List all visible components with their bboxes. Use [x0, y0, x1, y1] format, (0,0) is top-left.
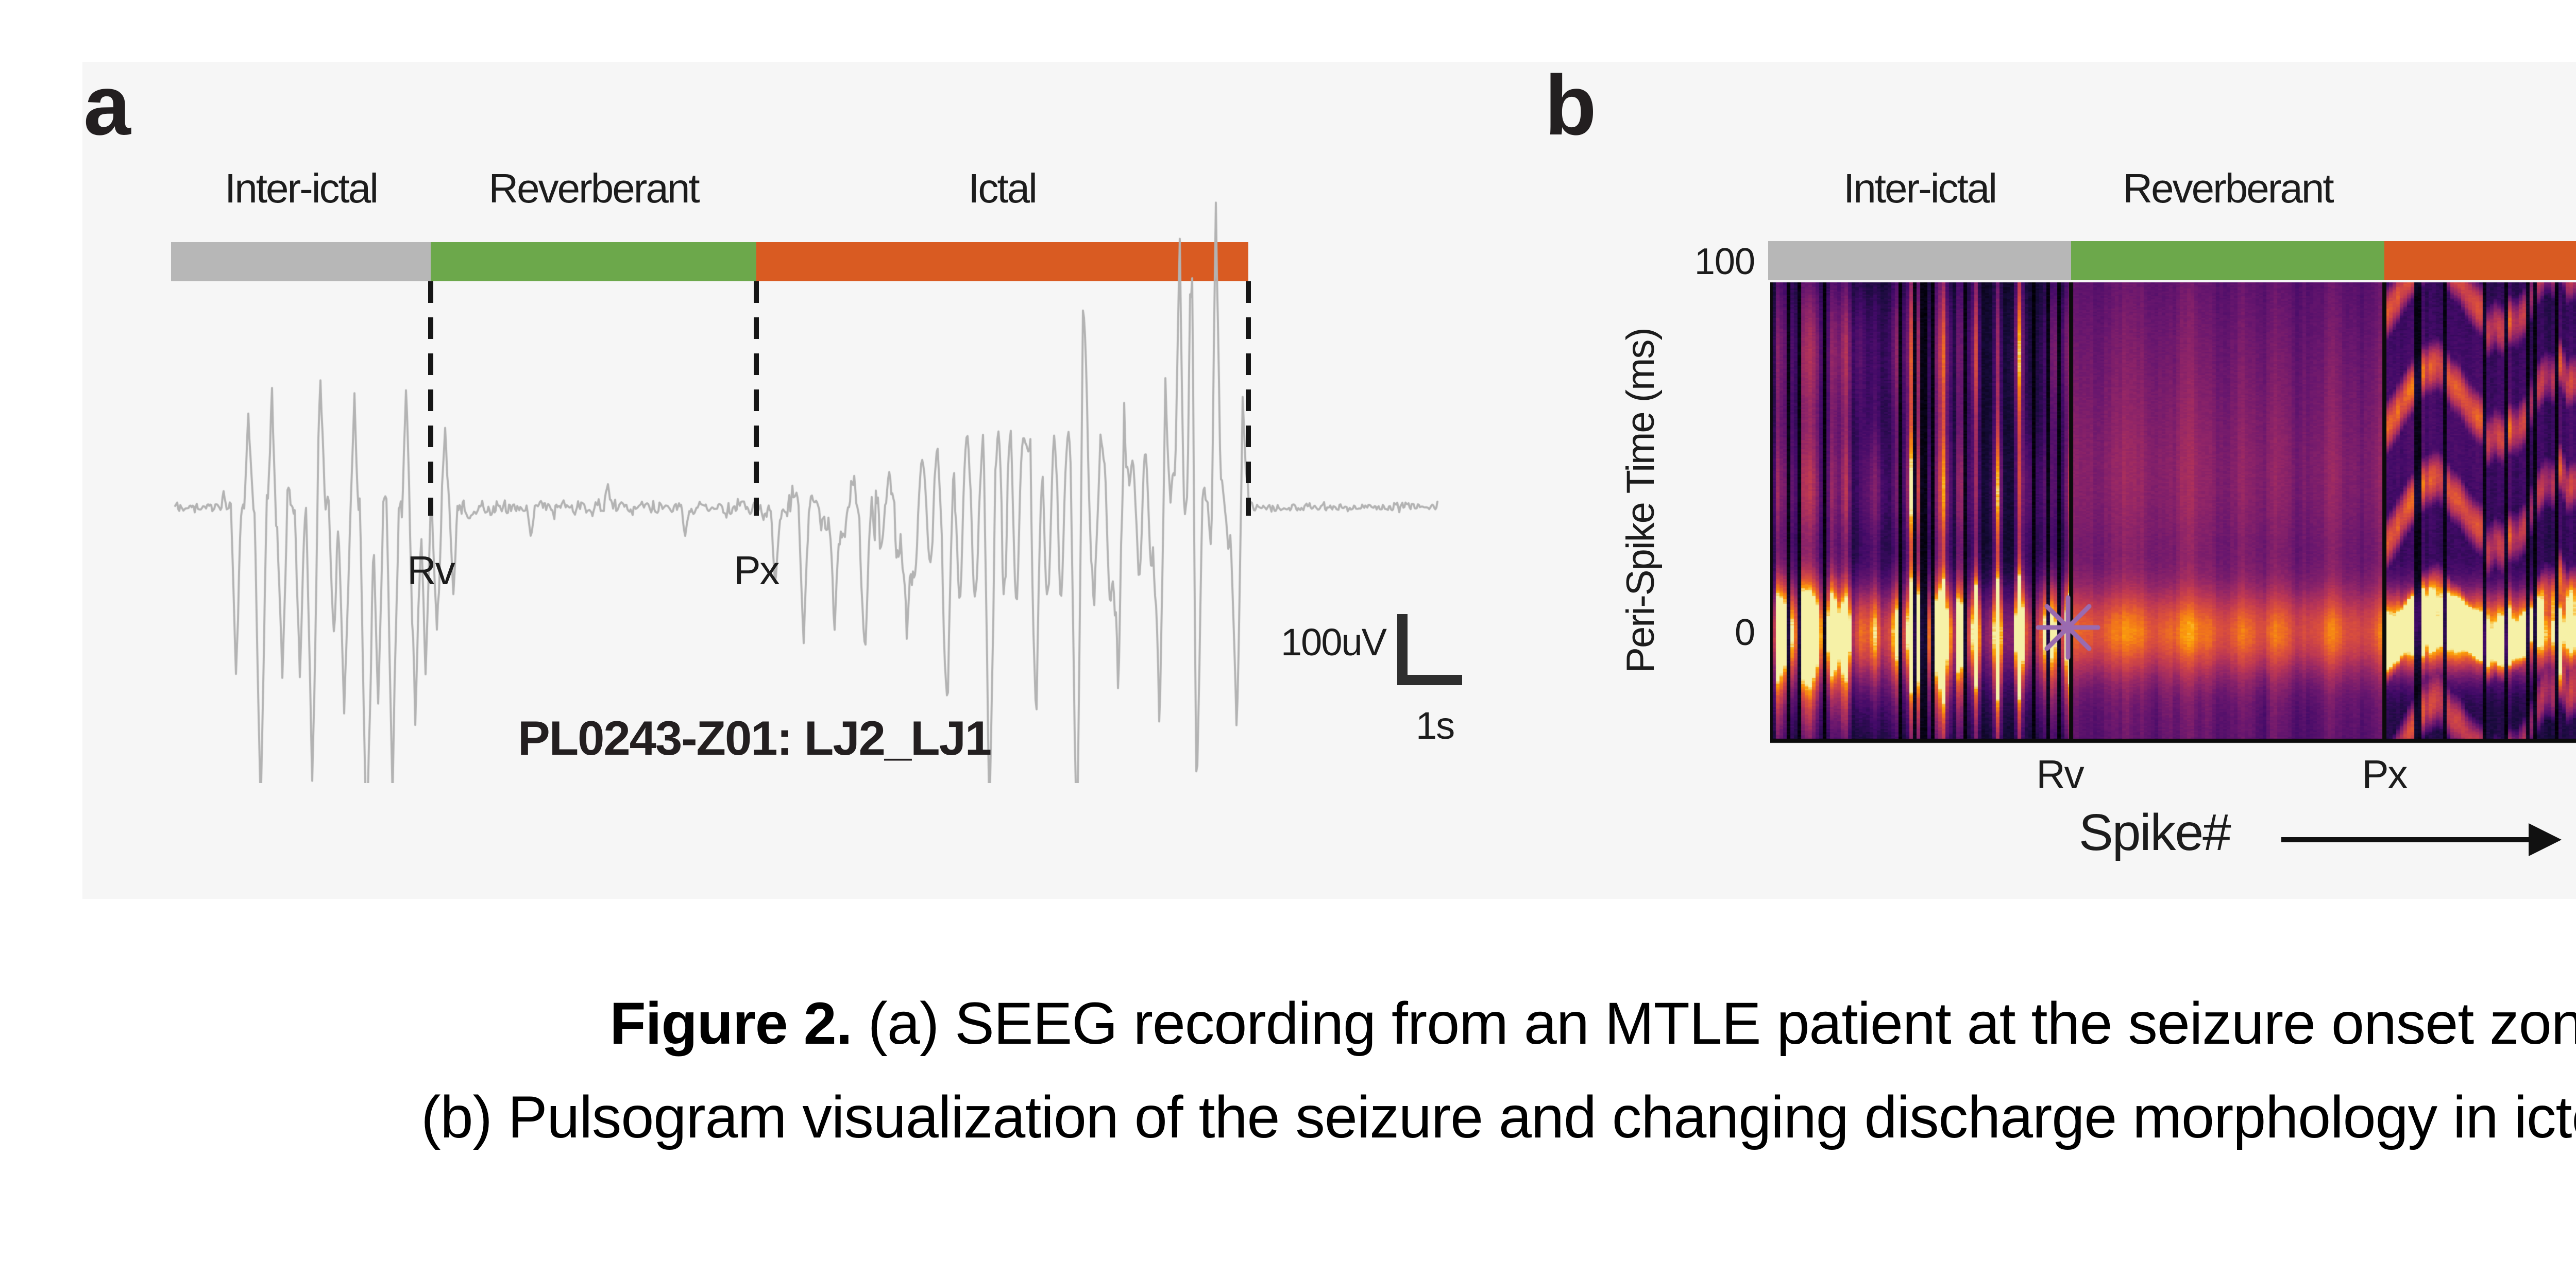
- seeg-trace-canvas: [170, 180, 1443, 783]
- y-axis-tick-0: 0: [1734, 612, 1755, 653]
- panel-b-rv-label: Rv: [2036, 752, 2084, 797]
- caption-figure-number: Figure 2.: [609, 991, 852, 1057]
- panel-b-phase-bar-reverberant: [2071, 241, 2384, 280]
- time-scale-bar: [1397, 675, 1462, 685]
- caption-line-1: Figure 2. (a) SEEG recording from an MTL…: [0, 988, 2576, 1059]
- panel-a-px-label: Px: [734, 548, 779, 593]
- panel-a-px-dashed-line: [754, 281, 759, 516]
- pulsogram-heatmap-canvas: [1770, 280, 2576, 744]
- x-axis-label: Spike#: [2079, 804, 2231, 861]
- caption-line-2: (b) Pulsogram visualization of the seizu…: [0, 1082, 2576, 1153]
- y-axis-tick-100: 100: [1694, 241, 1755, 282]
- voltage-scale-bar: [1397, 614, 1408, 685]
- panel-a-rv-dashed-line: [428, 281, 433, 516]
- panel-b-phase-label-ictal: Ictal: [2482, 168, 2576, 209]
- y-axis-label: Peri-Spike Time (ms): [1619, 328, 1663, 673]
- panel-a-end-dashed-line: [1246, 281, 1251, 516]
- panel-b-phase-bar-interictal: [1768, 241, 2071, 280]
- panel-b-letter: b: [1545, 58, 1597, 152]
- panel-b-px-label: Px: [2362, 752, 2408, 797]
- panel-b-phase-label-interictal: Inter-ictal: [1843, 165, 1997, 211]
- time-scale-label: 1s: [1416, 704, 1455, 747]
- panel-a-letter: a: [83, 58, 131, 152]
- voltage-scale-label: 100uV: [1281, 621, 1387, 664]
- channel-label: PL0243-Z01: LJ2_LJ1: [518, 711, 992, 765]
- caption-line-2-text: (b) Pulsogram visualization of the seizu…: [421, 1084, 2576, 1150]
- panel-b-phase-label-reverberant: Reverberant: [2123, 165, 2334, 211]
- panel-a-rv-label: Rv: [407, 548, 455, 593]
- spike-direction-arrow-icon: [2281, 823, 2562, 856]
- panel-b-phase-bar-ictal: [2384, 241, 2576, 280]
- caption-line-1-text: (a) SEEG recording from an MTLE patient …: [852, 991, 2576, 1057]
